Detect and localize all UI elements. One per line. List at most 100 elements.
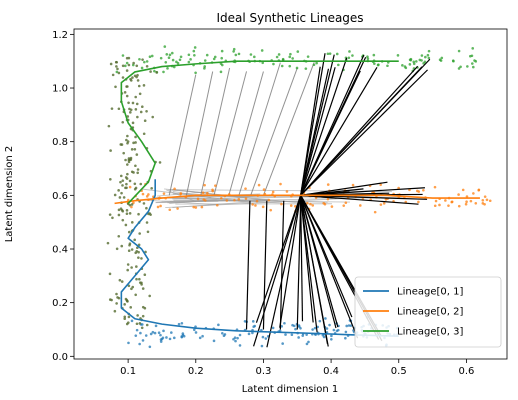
data-point bbox=[140, 66, 144, 70]
data-point bbox=[121, 218, 125, 222]
data-point bbox=[234, 53, 238, 57]
data-point bbox=[123, 303, 126, 306]
legend-label: Lineage[0, 2] bbox=[397, 307, 463, 318]
data-point bbox=[203, 67, 206, 70]
connector-line bbox=[300, 54, 335, 196]
data-point bbox=[121, 76, 125, 79]
data-point bbox=[203, 183, 206, 187]
data-point bbox=[124, 223, 128, 227]
data-point bbox=[326, 183, 330, 186]
data-point bbox=[126, 134, 129, 138]
data-point bbox=[159, 56, 163, 60]
data-point bbox=[451, 59, 455, 62]
data-point bbox=[469, 54, 472, 58]
x-tick-label: 0.3 bbox=[255, 366, 271, 377]
data-point bbox=[192, 328, 196, 332]
data-point bbox=[201, 334, 204, 338]
data-point bbox=[205, 53, 209, 57]
data-point bbox=[290, 333, 294, 337]
data-point bbox=[138, 322, 142, 325]
data-point bbox=[297, 324, 301, 327]
data-point bbox=[214, 184, 217, 187]
connector-line bbox=[213, 71, 248, 196]
connector-line bbox=[300, 67, 336, 196]
data-point bbox=[439, 59, 443, 62]
black-connectors bbox=[245, 53, 431, 348]
data-point bbox=[234, 339, 237, 343]
x-axis-label: Latent dimension 1 bbox=[242, 384, 339, 395]
data-point bbox=[136, 168, 140, 171]
data-point bbox=[165, 336, 168, 339]
data-point bbox=[359, 204, 362, 207]
data-point bbox=[127, 101, 130, 105]
data-point bbox=[203, 65, 206, 68]
data-point bbox=[164, 61, 168, 64]
data-point bbox=[125, 177, 129, 180]
data-point bbox=[176, 61, 180, 65]
data-point bbox=[159, 333, 162, 337]
data-point bbox=[126, 268, 129, 272]
data-point bbox=[289, 52, 292, 56]
data-point bbox=[129, 111, 132, 114]
data-point bbox=[457, 67, 461, 70]
data-point bbox=[170, 331, 173, 334]
data-point bbox=[150, 186, 153, 190]
y-tick-label: 1.0 bbox=[52, 84, 68, 95]
data-point bbox=[373, 62, 376, 65]
connector-line bbox=[300, 195, 329, 344]
data-point bbox=[373, 210, 377, 214]
data-point bbox=[149, 332, 153, 336]
data-point bbox=[409, 57, 413, 61]
data-point bbox=[488, 199, 492, 203]
data-point bbox=[412, 62, 416, 66]
data-point bbox=[116, 296, 119, 299]
data-point bbox=[280, 202, 283, 206]
data-point bbox=[236, 336, 239, 340]
data-point bbox=[261, 335, 265, 339]
data-point bbox=[330, 338, 333, 341]
data-point bbox=[433, 204, 437, 208]
data-point bbox=[108, 213, 112, 216]
data-point bbox=[344, 330, 348, 334]
data-point bbox=[130, 248, 134, 251]
data-point bbox=[297, 336, 300, 339]
data-point bbox=[233, 198, 236, 202]
data-point bbox=[244, 187, 247, 190]
data-point bbox=[149, 70, 152, 73]
data-point bbox=[440, 56, 444, 60]
data-point bbox=[128, 179, 132, 183]
data-point bbox=[145, 60, 149, 63]
data-point bbox=[485, 198, 489, 202]
data-point bbox=[134, 164, 137, 168]
data-point bbox=[148, 345, 152, 349]
data-point bbox=[135, 75, 138, 79]
data-point bbox=[347, 324, 351, 327]
data-point bbox=[159, 204, 162, 208]
data-point bbox=[291, 323, 294, 327]
data-point bbox=[422, 188, 425, 192]
data-point bbox=[125, 186, 128, 190]
data-point bbox=[136, 79, 140, 82]
data-point bbox=[192, 49, 196, 53]
data-point bbox=[225, 199, 229, 202]
data-point bbox=[142, 84, 146, 87]
data-point bbox=[177, 322, 181, 326]
data-point bbox=[222, 334, 226, 338]
data-point bbox=[243, 319, 247, 323]
data-point bbox=[115, 292, 118, 296]
data-point bbox=[159, 340, 163, 343]
data-point bbox=[125, 56, 129, 60]
data-point bbox=[125, 182, 128, 186]
data-point bbox=[121, 184, 124, 187]
data-point bbox=[351, 54, 354, 57]
data-point bbox=[324, 317, 327, 320]
data-point bbox=[121, 64, 125, 68]
data-point bbox=[116, 67, 119, 71]
data-point bbox=[123, 315, 127, 319]
connector-line bbox=[262, 62, 315, 196]
data-point bbox=[117, 213, 121, 217]
data-point bbox=[283, 321, 286, 325]
data-point bbox=[140, 326, 144, 330]
data-point bbox=[137, 250, 140, 254]
